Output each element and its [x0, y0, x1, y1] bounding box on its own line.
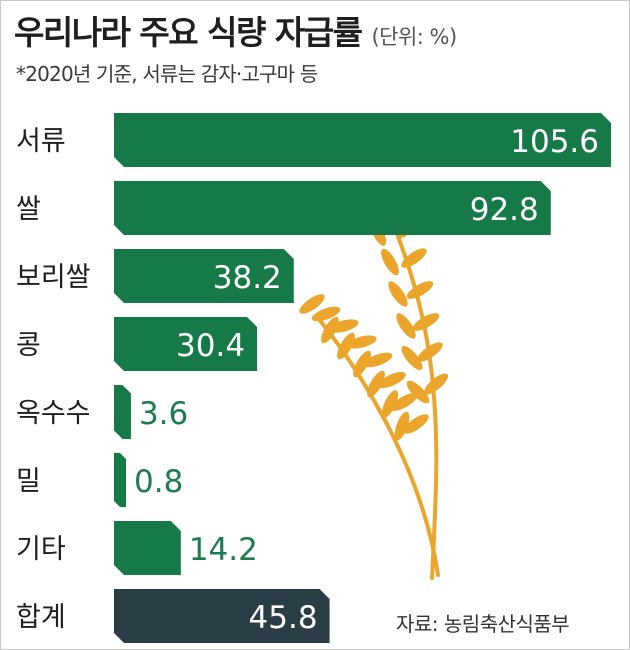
wheat-grain: [412, 313, 440, 331]
category-label: 옥수수: [16, 398, 91, 429]
wheat-grain: [388, 281, 408, 307]
bar-5: [114, 385, 131, 439]
wheat-grain: [401, 248, 427, 268]
bar-7: [114, 521, 181, 575]
category-label: 콩: [16, 330, 41, 361]
wheat-grain: [337, 332, 355, 360]
category-label: 서류: [16, 126, 66, 157]
wheat-grain: [378, 371, 406, 389]
wheat-stem: [382, 198, 439, 580]
value-label: 105.6: [510, 124, 599, 160]
value-label: 14.2: [189, 532, 258, 568]
wheat-grain: [329, 319, 359, 333]
bars-group: 서류 105.6 쌀 92.8 보리쌀 38.2 콩 30.4 옥수수 3.6 밀 0.8 기타 14.2…: [16, 113, 611, 643]
category-label: 합계: [16, 602, 66, 633]
bar-4: [114, 317, 258, 371]
value-label: 38.2: [213, 260, 282, 296]
category-label: 보리쌀: [16, 262, 91, 293]
bar-8: [114, 589, 330, 643]
bar-3: [114, 249, 294, 303]
wheat-grain: [390, 393, 418, 411]
wheat-grain: [394, 411, 410, 441]
bar-6: [114, 453, 126, 507]
value-label: 30.4: [176, 328, 245, 364]
category-label: 쌀: [16, 194, 41, 225]
wheat-grain: [423, 373, 449, 395]
source-note: 자료: 농림축산식품부: [396, 612, 570, 636]
wheat-grain: [381, 390, 399, 418]
wheat-grain: [396, 313, 416, 339]
wheat-grain: [347, 335, 377, 349]
wheat-grain: [299, 294, 325, 314]
chart-note: *2020년 기준, 서류는 감자·고구마 등: [16, 62, 318, 86]
category-label: 기타: [16, 534, 66, 565]
category-label: 밀: [16, 466, 41, 497]
wheat-grain: [403, 414, 429, 434]
bar-2: [114, 181, 551, 235]
chart-title: 우리나라 주요 식량 자급률: [14, 13, 363, 52]
unit-label: (단위: %): [371, 25, 457, 49]
wheat-grain: [406, 380, 430, 404]
wheat-grain: [417, 342, 443, 362]
wheat-grain: [363, 352, 393, 368]
title-row: 우리나라 주요 식량 자급률 (단위: %): [14, 6, 457, 54]
value-label: 3.6: [139, 396, 188, 432]
value-label: 0.8: [134, 464, 183, 500]
bar-1: [114, 113, 611, 167]
value-label: 45.8: [249, 600, 318, 636]
wheat-illustration: [299, 181, 449, 580]
wheat-grain: [401, 345, 423, 371]
wheat-grain: [406, 281, 434, 299]
wheat-grain: [311, 306, 341, 322]
value-label: 92.8: [470, 192, 539, 228]
wheat-grain: [367, 370, 385, 398]
wheat-grain: [381, 248, 399, 276]
wheat-grain: [353, 350, 371, 378]
